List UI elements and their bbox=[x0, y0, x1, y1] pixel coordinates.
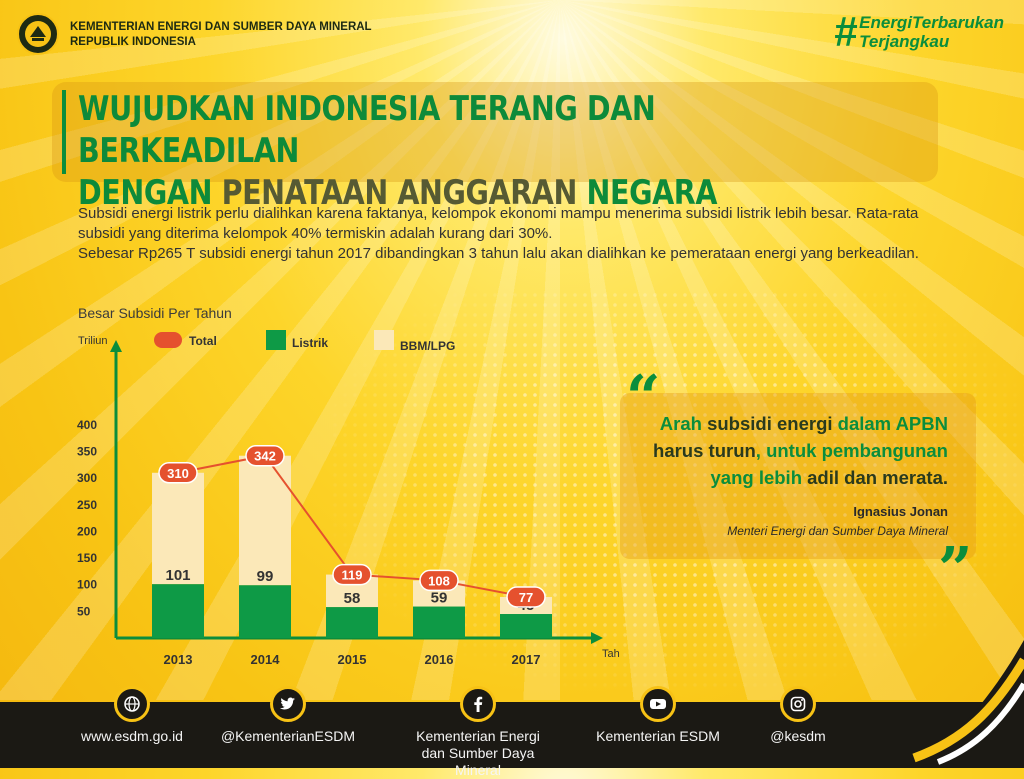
description-p2: Sebesar Rp265 T subsidi energi tahun 201… bbox=[78, 245, 919, 262]
open-quote-icon: “ bbox=[626, 363, 661, 433]
footer-facebook[interactable]: Kementerian Energi dan Sumber Daya Miner… bbox=[368, 686, 588, 779]
subsidy-bar-chart: Triliun Tahun 50 100 150 200 250 300 350 400 101 20… bbox=[77, 330, 620, 667]
corner-swoosh bbox=[904, 640, 1024, 768]
x-tick-label: 2016 bbox=[425, 652, 454, 667]
listrik-value-label: 101 bbox=[165, 567, 190, 584]
legend-bbm-swatch bbox=[374, 330, 394, 350]
chart-title: Besar Subsidi Per Tahun bbox=[78, 305, 232, 321]
bar-listrik bbox=[239, 585, 291, 638]
legend-total-swatch bbox=[154, 332, 182, 348]
x-axis-arrow bbox=[591, 632, 603, 644]
facebook-icon bbox=[460, 686, 496, 722]
total-marker bbox=[245, 444, 285, 467]
y-tick-label: 250 bbox=[77, 498, 97, 512]
footer-instagram-label[interactable]: @kesdm bbox=[770, 728, 826, 744]
y-tick-label: 200 bbox=[77, 524, 97, 538]
legend-bbm-label: BBM/LPG bbox=[400, 339, 455, 353]
footer-youtube[interactable]: Kementerian ESDM bbox=[548, 686, 768, 745]
title-panel bbox=[52, 82, 938, 182]
quote-w4: harus turun bbox=[653, 440, 756, 461]
footer-twitter[interactable]: @KementerianESDM bbox=[178, 686, 398, 745]
listrik-value-label: 59 bbox=[431, 590, 448, 607]
youtube-icon bbox=[640, 686, 676, 722]
quote-author: Ignasius Jonan bbox=[853, 504, 948, 519]
x-tick-label: 2014 bbox=[251, 652, 281, 667]
footer-facebook-label[interactable]: Kementerian Energi dan Sumber Daya Miner… bbox=[416, 728, 540, 778]
bar-listrik bbox=[413, 606, 465, 638]
legend-listrik-label: Listrik bbox=[292, 336, 328, 350]
legend-listrik-swatch bbox=[266, 330, 286, 350]
total-value-label: 310 bbox=[167, 466, 189, 481]
footer-instagram[interactable]: @kesdm bbox=[688, 686, 908, 745]
quote-author-role: Menteri Energi dan Sumber Daya Mineral bbox=[727, 524, 948, 538]
footer-website[interactable]: www.esdm.go.id bbox=[22, 686, 242, 745]
quote-w6: yang lebih bbox=[710, 467, 808, 488]
total-marker bbox=[506, 586, 546, 608]
legend-total-label: Total bbox=[189, 334, 217, 348]
bar-bbm-lpg bbox=[239, 455, 291, 586]
total-value-label: 342 bbox=[254, 449, 276, 464]
quote-text: Arah subsidi energi dalam APBN harus tur… bbox=[618, 410, 948, 491]
quote-w3: dalam APBN bbox=[837, 413, 948, 434]
page-title: WUJUDKAN INDONESIA TERANG DAN BERKEADILA… bbox=[78, 88, 873, 214]
total-marker bbox=[158, 462, 198, 484]
esdm-logo bbox=[17, 13, 59, 55]
close-quote-icon: ” bbox=[938, 535, 973, 605]
globe-icon bbox=[114, 686, 150, 722]
y-axis-arrow bbox=[110, 340, 122, 352]
title-line1: WUJUDKAN INDONESIA TERANG DAN BERKEADILA… bbox=[78, 89, 656, 171]
y-tick-label: 400 bbox=[77, 418, 97, 432]
ministry-name: KEMENTERIAN ENERGI DAN SUMBER DAYA MINER… bbox=[70, 20, 372, 50]
y-tick-label: 350 bbox=[77, 444, 97, 458]
bar-bbm-lpg bbox=[152, 472, 204, 585]
y-tick-label: 100 bbox=[77, 578, 97, 592]
quote-w7: adil dan merata. bbox=[807, 467, 948, 488]
title-line2-c: NEGARA bbox=[586, 173, 718, 213]
x-tick-label: 2013 bbox=[164, 652, 193, 667]
title-line2-b: PENATAAN ANGGARAN bbox=[221, 173, 587, 213]
title-line2-a: DENGAN bbox=[78, 173, 222, 213]
description-p1: Subsidi energi listrik perlu dialihkan k… bbox=[78, 205, 919, 242]
total-value-label: 108 bbox=[428, 573, 450, 588]
x-tick-label: 2015 bbox=[338, 652, 367, 667]
x-tick-label: 2017 bbox=[512, 652, 541, 667]
footer-twitter-label[interactable]: @KementerianESDM bbox=[220, 728, 356, 744]
bar-listrik bbox=[152, 584, 204, 638]
bar-listrik bbox=[326, 607, 378, 638]
x-axis-label: Tahun bbox=[602, 648, 620, 660]
y-axis-label: Triliun bbox=[78, 335, 108, 347]
ministry-line1: KEMENTERIAN ENERGI DAN SUMBER DAYA MINER… bbox=[70, 21, 372, 33]
instagram-icon bbox=[780, 686, 816, 722]
quote-w5: , untuk pembangunan bbox=[755, 440, 948, 461]
listrik-value-label: 99 bbox=[257, 568, 274, 585]
listrik-value-label: 58 bbox=[344, 590, 361, 607]
ministry-line2: REPUBLIK INDONESIA bbox=[70, 36, 196, 48]
title-accent-bar bbox=[62, 90, 66, 174]
quote-w1: Arah bbox=[659, 413, 708, 434]
total-marker bbox=[419, 569, 459, 592]
twitter-icon bbox=[270, 686, 306, 722]
footer-youtube-label[interactable]: Kementerian ESDM bbox=[596, 728, 720, 744]
y-tick-label: 300 bbox=[77, 471, 97, 485]
total-value-label: 119 bbox=[342, 568, 363, 583]
footer-website-label[interactable]: www.esdm.go.id bbox=[81, 728, 183, 744]
hashtag-symbol: # bbox=[833, 8, 858, 55]
hashtag-line2: Terjangkau bbox=[859, 32, 950, 51]
footer-bar bbox=[0, 702, 1024, 768]
hashtag-line1: EnergiTerbarukan bbox=[859, 13, 1004, 32]
campaign-hashtag: # EnergiTerbarukan Terjangkau bbox=[833, 8, 1004, 55]
bar-listrik bbox=[500, 614, 552, 638]
quote-w2: subsidi energi bbox=[707, 413, 838, 434]
total-value-label: 77 bbox=[519, 590, 533, 605]
y-tick-label: 150 bbox=[77, 551, 97, 565]
y-tick-label: 50 bbox=[77, 604, 91, 618]
total-marker bbox=[332, 563, 372, 586]
quote-panel bbox=[620, 393, 976, 559]
description: Subsidi energi listrik perlu dialihkan k… bbox=[78, 204, 928, 264]
